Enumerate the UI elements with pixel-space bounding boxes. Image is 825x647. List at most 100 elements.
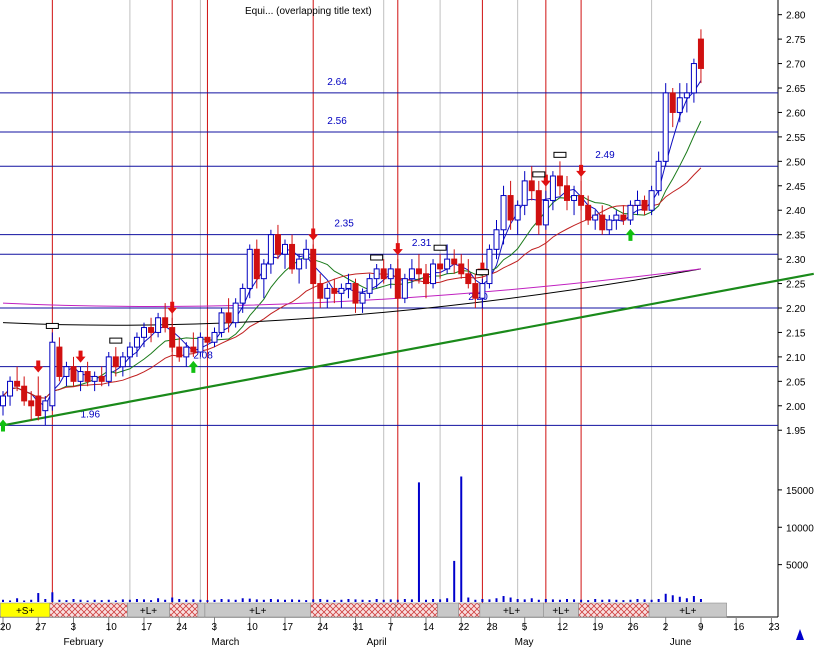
candle-body bbox=[7, 380, 14, 397]
up-arrow-icon bbox=[188, 360, 199, 373]
scroll-up-arrow-icon[interactable] bbox=[796, 629, 804, 640]
price-tick-label: 2.00 bbox=[786, 402, 806, 413]
down-arrow-icon bbox=[308, 228, 319, 241]
candle-body bbox=[345, 283, 352, 289]
candle-body bbox=[317, 283, 324, 299]
candle-body bbox=[415, 268, 422, 275]
band-segment bbox=[310, 602, 396, 618]
candle-body bbox=[105, 356, 112, 382]
candle-body bbox=[564, 185, 570, 201]
candle-body bbox=[133, 336, 140, 348]
candle-body bbox=[423, 273, 429, 285]
pattern-box-icon bbox=[45, 322, 59, 329]
price-tick-label: 2.50 bbox=[786, 157, 806, 168]
up-arrow-icon bbox=[625, 228, 636, 241]
price-tick-label: 2.55 bbox=[786, 133, 806, 144]
band-segment bbox=[197, 602, 206, 618]
candle-body bbox=[507, 195, 514, 221]
down-arrow-icon bbox=[576, 164, 587, 177]
candle-body bbox=[592, 214, 599, 221]
date-tick-label: 23 bbox=[768, 622, 780, 633]
price-tick-label: 2.70 bbox=[786, 60, 806, 71]
pattern-box-icon bbox=[475, 269, 489, 276]
candle-body bbox=[444, 258, 451, 270]
band-label: +L+ bbox=[679, 606, 696, 617]
date-tick-label: 31 bbox=[353, 622, 365, 633]
date-tick-label: 24 bbox=[317, 622, 329, 633]
date-tick-label: 10 bbox=[247, 622, 259, 633]
volume-tick-label: 5000 bbox=[786, 561, 809, 572]
price-tick-label: 2.25 bbox=[786, 280, 806, 291]
candle-body bbox=[472, 283, 479, 299]
candle-body bbox=[21, 385, 28, 402]
date-tick-label: 26 bbox=[627, 622, 639, 633]
down-arrow-icon bbox=[33, 360, 44, 373]
ma-long-line bbox=[2, 167, 702, 399]
candle-body bbox=[571, 195, 578, 201]
band-segment bbox=[578, 602, 650, 618]
candle-body bbox=[338, 287, 345, 294]
candle-body bbox=[486, 248, 493, 285]
candle-body bbox=[282, 243, 288, 255]
candle-body bbox=[352, 283, 359, 304]
candle-body bbox=[77, 371, 84, 382]
pattern-box-icon bbox=[553, 151, 567, 158]
price-tick-label: 2.30 bbox=[786, 255, 806, 266]
price-tick-label: 2.05 bbox=[786, 377, 806, 388]
price-tick-label: 1.95 bbox=[786, 426, 806, 437]
candle-body bbox=[162, 317, 169, 329]
level-label: 2.35 bbox=[334, 219, 354, 230]
down-arrow-icon bbox=[392, 243, 403, 256]
candle-body bbox=[260, 263, 267, 280]
candle-body bbox=[225, 312, 232, 324]
candle-body bbox=[91, 375, 98, 382]
candle-body bbox=[155, 317, 162, 333]
candle-body bbox=[401, 278, 408, 299]
level-label: 2.56 bbox=[327, 116, 347, 127]
candle-body bbox=[141, 327, 147, 338]
price-tick-label: 2.65 bbox=[786, 84, 806, 95]
candle-body bbox=[183, 346, 190, 358]
candle-body bbox=[430, 263, 437, 285]
candle-body bbox=[148, 327, 155, 333]
candle-body bbox=[408, 268, 415, 280]
candle-body bbox=[267, 234, 274, 265]
band-segment bbox=[437, 602, 459, 618]
date-tick-label: 27 bbox=[35, 622, 47, 633]
candle-body bbox=[387, 268, 394, 280]
candle-body bbox=[479, 283, 486, 299]
candle-body bbox=[204, 336, 211, 343]
candle-body bbox=[63, 366, 70, 377]
date-tick-label: 7 bbox=[388, 622, 394, 633]
level-label: 2.64 bbox=[327, 77, 347, 88]
band-label: +L+ bbox=[140, 606, 157, 617]
band-segment bbox=[169, 602, 199, 618]
down-arrow-icon bbox=[540, 174, 551, 187]
candle-body bbox=[239, 287, 246, 304]
candle-body bbox=[190, 346, 197, 353]
candle-body bbox=[542, 199, 549, 226]
date-tick-label: 17 bbox=[141, 622, 153, 633]
date-tick-label: 3 bbox=[212, 622, 218, 633]
pattern-box-icon bbox=[109, 337, 123, 344]
candle-body bbox=[42, 400, 49, 412]
ma-mid-line bbox=[2, 120, 702, 399]
candle-body bbox=[394, 268, 401, 299]
candle-body bbox=[676, 97, 683, 113]
candle-body bbox=[197, 336, 204, 353]
candle-body bbox=[437, 263, 444, 270]
price-tick-label: 2.60 bbox=[786, 108, 806, 119]
candle-body bbox=[35, 395, 42, 417]
candle-body bbox=[465, 273, 472, 285]
candle-body bbox=[324, 287, 331, 299]
candle-body bbox=[500, 195, 507, 231]
pattern-box-icon bbox=[370, 254, 384, 261]
candle-body bbox=[641, 199, 648, 211]
volume-tick-label: 10000 bbox=[786, 523, 814, 534]
price-tick-label: 2.35 bbox=[786, 231, 806, 242]
candle-body bbox=[690, 63, 697, 94]
candle-body bbox=[331, 287, 338, 294]
candle-body bbox=[126, 346, 133, 358]
band-label: +L+ bbox=[503, 606, 520, 617]
